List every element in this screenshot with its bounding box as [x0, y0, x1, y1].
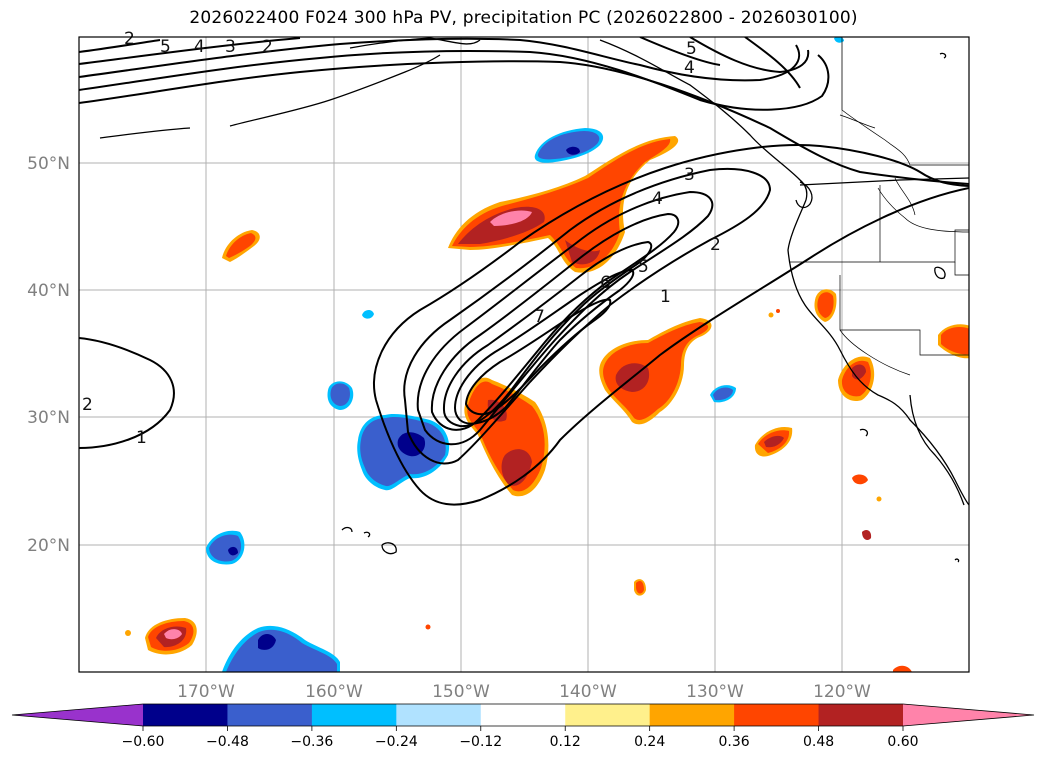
colorbar-segment [734, 704, 820, 726]
colorbar-tick-label: −0.12 [459, 734, 502, 750]
lon-label: 160°W [305, 682, 363, 702]
contour-label: 6 [600, 273, 611, 293]
lon-label: 120°W [813, 682, 871, 702]
political-borders [790, 37, 969, 376]
colorbar: −0.60 −0.48 −0.36 −0.24 −0.12 0.12 0.24 0.36 0.4… [11, 703, 1035, 750]
figure-title: 2026022400 F024 300 hPa PV, precipitatio… [189, 8, 858, 28]
map-frame [78, 36, 970, 673]
contour-label: 2 [82, 395, 93, 415]
lon-label: 170°W [177, 682, 235, 702]
colorbar-segment [396, 704, 482, 726]
colorbar-tick-label: 0.24 [634, 734, 665, 750]
coastlines [99, 37, 969, 563]
colorbar-tick-label: 0.60 [887, 734, 918, 750]
lat-label: 50°N [27, 154, 70, 174]
contour-label: 4 [652, 189, 663, 209]
contour-label: 3 [225, 37, 236, 57]
contour-label: 3 [684, 165, 695, 185]
contour-label: 2 [124, 29, 135, 49]
latitude-labels: 50°N 40°N 30°N 20°N [27, 154, 70, 556]
contour-label: 5 [686, 39, 697, 59]
colorbar-extend-high [903, 704, 1034, 726]
colorbar-segment [649, 704, 735, 726]
map-background [79, 37, 969, 672]
lon-label: 130°W [686, 682, 744, 702]
precip-positive-anomalies [125, 136, 969, 672]
contour-label: 4 [684, 58, 695, 78]
lat-label: 40°N [27, 281, 70, 301]
contour-label: 2 [710, 235, 721, 255]
colorbar-tick-label: 0.48 [803, 734, 834, 750]
lat-label: 20°N [27, 536, 70, 556]
contour-label: 4 [194, 37, 205, 57]
lat-label: 30°N [27, 408, 70, 428]
contour-label: 5 [160, 37, 171, 57]
colorbar-tick-label: −0.60 [122, 734, 165, 750]
colorbar-tick-label: 0.36 [719, 734, 750, 750]
colorbar-tick-label: −0.36 [290, 734, 333, 750]
colorbar-segment [227, 704, 313, 726]
colorbar-segment [818, 704, 904, 726]
colorbar-segment [311, 704, 397, 726]
contour-label: 7 [534, 307, 545, 327]
longitude-labels: 170°W 160°W 150°W 140°W 130°W 120°W [177, 682, 871, 702]
pv-contours [79, 37, 969, 506]
colorbar-tick-label: −0.24 [375, 734, 418, 750]
contour-label: 5 [638, 257, 649, 277]
precip-negative-anomalies [206, 37, 844, 672]
lon-label: 150°W [432, 682, 490, 702]
colorbar-tick-label: −0.48 [206, 734, 249, 750]
contour-label: 2 [262, 37, 273, 57]
colorbar-tick-label: 0.12 [550, 734, 581, 750]
colorbar-segment [480, 704, 566, 726]
colorbar-extend-low [12, 704, 143, 726]
contour-label: 1 [136, 428, 147, 448]
contour-label: 1 [660, 287, 671, 307]
lon-label: 140°W [559, 682, 617, 702]
colorbar-segment [565, 704, 651, 726]
contour-labels: 5 4 3 2 5 4 3 2 4 7 6 5 1 2 1 2 [82, 29, 721, 448]
colorbar-segment [143, 704, 228, 726]
